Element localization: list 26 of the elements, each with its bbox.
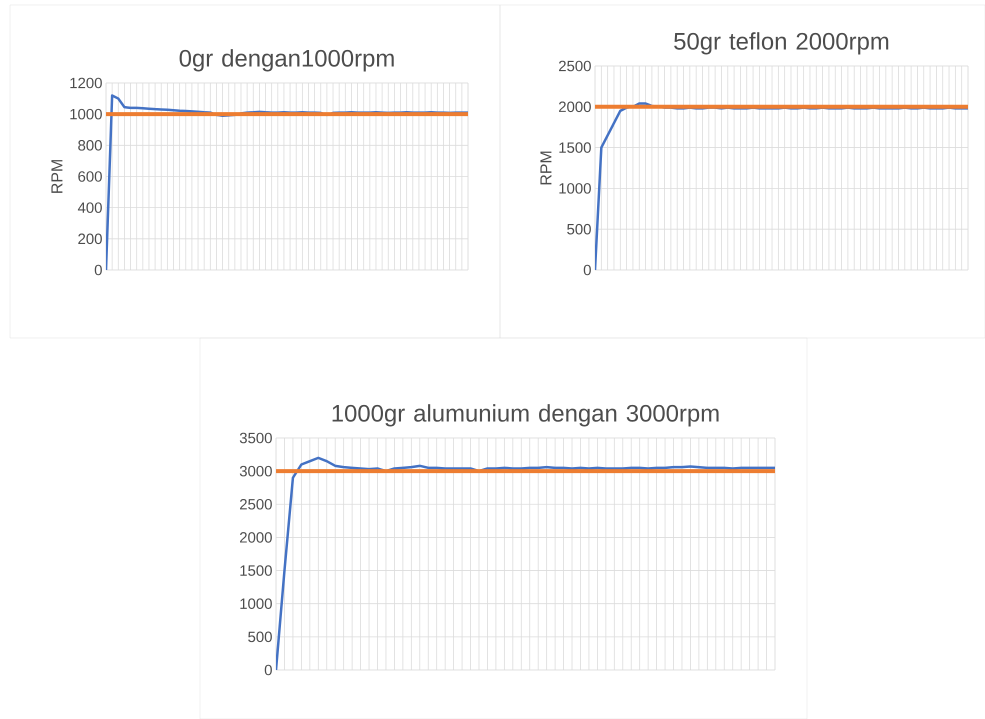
y-tick-label: 0 <box>94 264 102 276</box>
y-axis-title: RPM <box>51 160 62 193</box>
y-tick-label: 0 <box>264 664 272 676</box>
y-tick-label: 200 <box>78 234 102 244</box>
y-tick-label: 1000 <box>240 598 272 609</box>
y-tick-label: 1500 <box>559 142 591 153</box>
chart-title: 0gr dengan1000rpm <box>180 49 394 72</box>
y-tick-label: 1000 <box>70 108 102 120</box>
y-tick-label: 1500 <box>240 565 272 576</box>
y-tick-label: 3000 <box>240 466 272 476</box>
y-tick-label: 500 <box>567 224 591 234</box>
y-tick-label: 2500 <box>240 498 272 510</box>
y-tick-label: 2000 <box>240 532 272 543</box>
y-tick-label: 600 <box>78 171 102 182</box>
y-tick-label: 2500 <box>558 60 591 72</box>
y-tick-label: 1200 <box>70 78 102 88</box>
chart-title: 1000gr alumunium dengan 3000rpm <box>332 404 719 426</box>
y-tick-label: 400 <box>78 202 102 213</box>
y-tick-label: 0 <box>584 264 591 276</box>
chart-title: 50gr teflon 2000rpm <box>674 32 888 54</box>
y-tick-label: 1000 <box>559 183 591 194</box>
y-tick-label: 800 <box>78 140 102 151</box>
y-tick-label: 3500 <box>240 432 272 444</box>
y-tick-label: 2000 <box>558 101 591 112</box>
y-tick-label: 500 <box>248 632 272 642</box>
y-axis-title: RPM <box>540 152 552 184</box>
